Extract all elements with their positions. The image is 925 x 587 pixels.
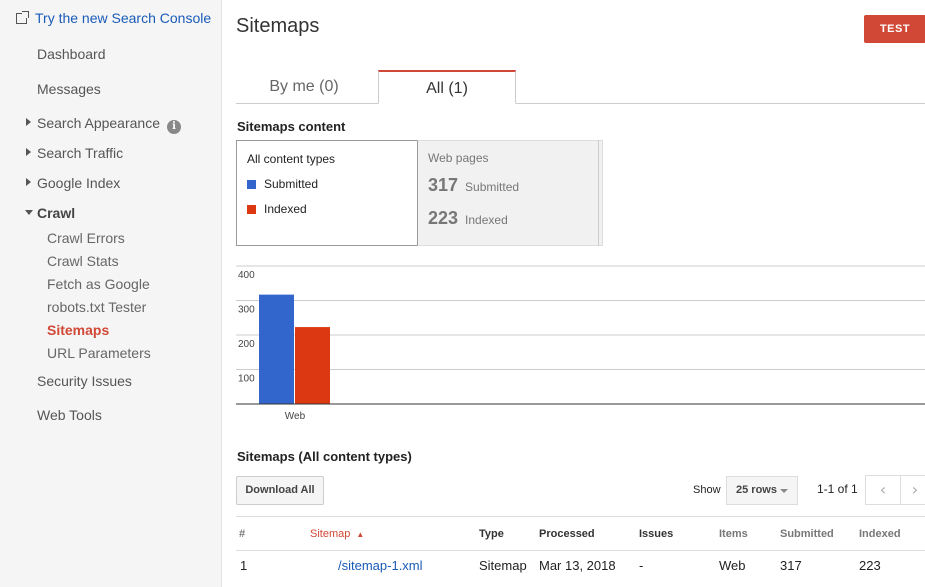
web-pages-submitted: 317 Submitted (428, 175, 519, 196)
legend-label: Indexed (264, 202, 307, 216)
web-pages-label: Web pages (428, 151, 489, 165)
sidebar-item-dashboard[interactable]: Dashboard (37, 46, 106, 62)
sidebar-subitem-url-parameters[interactable]: URL Parameters (47, 345, 151, 361)
sidebar-subitem-crawl-stats[interactable]: Crawl Stats (47, 253, 119, 269)
sidebar-item-google-index[interactable]: Google Index (37, 175, 121, 191)
content-types-selector[interactable]: All content types Submitted Indexed (236, 140, 418, 246)
tab-all[interactable]: All (1) (378, 70, 516, 104)
bar-indexed[interactable] (295, 327, 330, 404)
chevron-right-icon[interactable] (26, 148, 31, 156)
column-header-items[interactable]: Items (719, 528, 748, 540)
sidebar-item-security-issues[interactable]: Security Issues (37, 373, 132, 389)
legend-label: Submitted (264, 177, 319, 191)
sort-ascending-icon: ▲ (356, 530, 365, 539)
tab-by-me[interactable]: By me (0) (269, 78, 339, 95)
legend-indexed: Indexed (247, 202, 307, 216)
cell-indexed: 223 (859, 558, 881, 573)
cell-submitted: 317 (780, 558, 802, 573)
rows-per-page-value: 25 rows (736, 484, 777, 496)
legend-swatch-indexed (247, 204, 256, 214)
indexed-count: 223 (428, 208, 459, 228)
cell-type: Sitemap (479, 558, 527, 573)
bar-submitted[interactable] (259, 294, 294, 404)
column-header-num: # (239, 528, 246, 540)
cell-processed: Mar 13, 2018 (539, 558, 616, 573)
sidebar-item-label: Search Appearance (37, 115, 160, 131)
dropdown-arrow-icon (780, 489, 788, 493)
y-tick-label: 200 (238, 339, 255, 350)
sidebar-item-search-appearance[interactable]: Search Appearance i (37, 115, 181, 134)
y-tick-label: 100 (238, 374, 255, 385)
page-title: Sitemaps (236, 15, 320, 37)
legend-submitted: Submitted (247, 177, 318, 191)
sitemap-bar-chart: 100 200 300 400 Web (236, 265, 925, 422)
sidebar-subitem-fetch-as-google[interactable]: Fetch as Google (47, 276, 150, 292)
cell-items: Web (719, 558, 746, 573)
indexed-label: Indexed (465, 213, 508, 227)
chevron-right-icon[interactable] (26, 118, 31, 126)
column-header-sitemap[interactable]: Sitemap ▲ (310, 528, 364, 540)
y-tick-label: 400 (238, 270, 255, 281)
sidebar-item-web-tools[interactable]: Web Tools (37, 407, 102, 423)
sidebar: Try the new Search Console Dashboard Mes… (0, 0, 222, 587)
pagination-range: 1-1 of 1 (817, 482, 858, 496)
chevron-down-icon[interactable] (25, 210, 33, 215)
column-header-submitted[interactable]: Submitted (780, 528, 834, 540)
rows-per-page-select[interactable]: 25 rows (726, 476, 798, 505)
sidebar-item-messages[interactable]: Messages (37, 81, 101, 97)
next-page-button[interactable]: › (900, 475, 925, 505)
table-header-top-rule (236, 516, 925, 517)
chevron-right-icon[interactable] (26, 178, 31, 186)
table-header-bottom-rule (236, 550, 925, 551)
x-tick-label: Web (285, 411, 306, 422)
column-header-type[interactable]: Type (479, 528, 504, 540)
external-link-icon (16, 10, 29, 24)
sidebar-item-crawl[interactable]: Crawl (37, 205, 76, 221)
submitted-count: 317 (428, 175, 459, 195)
column-header-issues[interactable]: Issues (639, 528, 674, 540)
prev-page-button[interactable]: ‹ (865, 475, 901, 505)
divider (598, 140, 599, 246)
test-button[interactable]: TEST (864, 15, 925, 43)
y-tick-label: 300 (238, 305, 255, 316)
web-pages-tab[interactable]: Web pages 317 Submitted 223 Indexed (417, 140, 603, 246)
column-header-label: Sitemap (310, 528, 351, 540)
legend-swatch-submitted (247, 179, 256, 189)
column-header-indexed[interactable]: Indexed (859, 528, 901, 540)
try-new-console-label: Try the new Search Console (35, 10, 212, 26)
sidebar-subitem-robots-tester[interactable]: robots.txt Tester (47, 299, 147, 315)
show-label: Show (693, 484, 721, 496)
content-types-label: All content types (247, 152, 336, 166)
sidebar-subitem-sitemaps[interactable]: Sitemaps (47, 322, 110, 338)
try-new-console-link[interactable]: Try the new Search Console (16, 10, 211, 26)
submitted-label: Submitted (465, 180, 520, 194)
info-icon[interactable]: i (166, 120, 181, 134)
download-all-button[interactable]: Download All (236, 476, 324, 505)
web-pages-indexed: 223 Indexed (428, 208, 508, 229)
sitemaps-table-title: Sitemaps (All content types) (237, 449, 412, 464)
tabs-divider (236, 103, 925, 104)
sidebar-subitem-crawl-errors[interactable]: Crawl Errors (47, 230, 125, 246)
cell-issues: - (639, 558, 644, 573)
sidebar-item-search-traffic[interactable]: Search Traffic (37, 145, 124, 161)
sitemaps-content-title: Sitemaps content (237, 119, 346, 134)
cell-sitemap-link[interactable]: /sitemap-1.xml (338, 558, 423, 573)
cell-num: 1 (240, 558, 248, 573)
column-header-processed[interactable]: Processed (539, 528, 595, 540)
